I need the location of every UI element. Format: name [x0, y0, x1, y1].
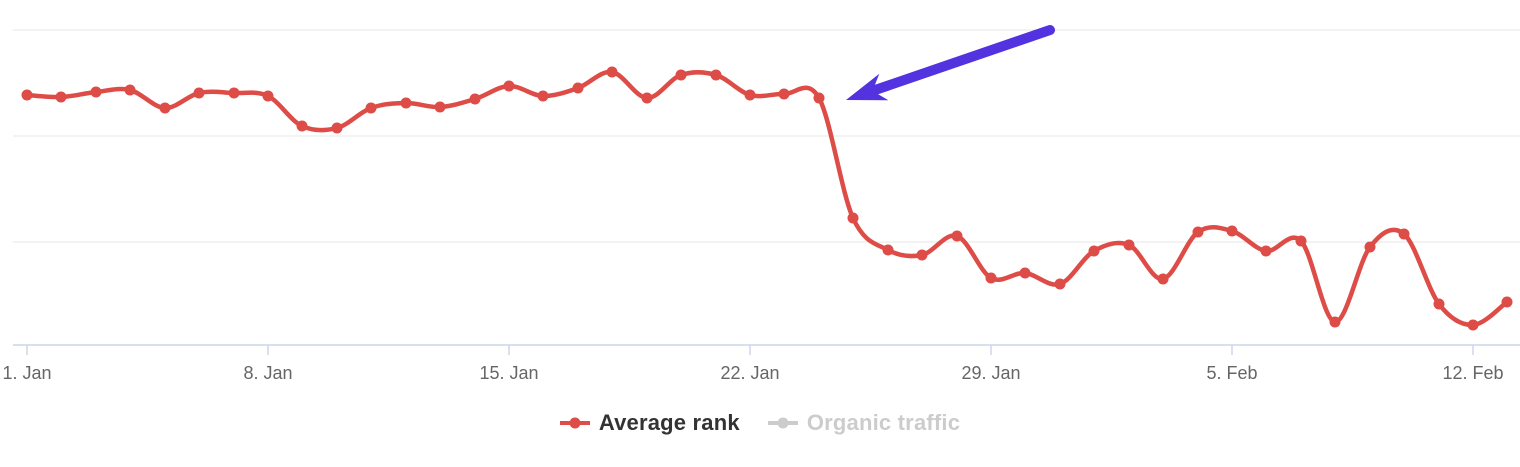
annotation-arrow-head — [846, 73, 889, 101]
data-point[interactable] — [1054, 278, 1066, 290]
x-axis-label: 15. Jan — [479, 363, 538, 383]
data-point[interactable] — [228, 87, 240, 99]
annotation-arrow-shaft — [867, 25, 1055, 96]
legend-item-label: Organic traffic — [806, 410, 961, 435]
data-point[interactable] — [951, 230, 963, 242]
data-point[interactable] — [1364, 241, 1376, 253]
chart-canvas: 1. Jan 8. Jan 15. Jan 22. Jan 29. Jan 5. Feb 1… — [2, 25, 1520, 383]
x-axis-label: 22. Jan — [720, 363, 779, 383]
data-point[interactable] — [1467, 319, 1479, 331]
x-axis-label: 29. Jan — [961, 363, 1020, 383]
data-point[interactable] — [675, 69, 687, 81]
data-point[interactable] — [503, 80, 515, 92]
data-point[interactable] — [434, 101, 446, 113]
data-point[interactable] — [606, 66, 618, 78]
data-point[interactable] — [21, 89, 33, 101]
data-point[interactable] — [641, 92, 653, 104]
legend-item-average-rank[interactable]: Average rank — [559, 410, 740, 436]
data-point[interactable] — [882, 244, 894, 256]
x-axis-label: 12. Feb — [1442, 363, 1503, 383]
data-point[interactable] — [916, 249, 928, 261]
x-axis-label: 8. Jan — [243, 363, 292, 383]
data-point[interactable] — [296, 120, 308, 132]
data-point[interactable] — [1433, 298, 1445, 310]
data-point[interactable] — [1019, 267, 1031, 279]
data-point[interactable] — [90, 86, 102, 98]
data-point[interactable] — [469, 93, 481, 105]
data-point[interactable] — [572, 82, 584, 94]
data-point[interactable] — [331, 122, 343, 134]
data-point[interactable] — [400, 97, 412, 109]
data-point[interactable] — [710, 69, 722, 81]
data-point[interactable] — [1329, 316, 1341, 328]
chart-legend: Average rank Organic traffic — [0, 410, 1520, 436]
data-point[interactable] — [1192, 226, 1204, 238]
data-point[interactable] — [985, 272, 997, 284]
data-point[interactable] — [1157, 273, 1169, 285]
series-marker-icon — [767, 417, 798, 429]
legend-item-label: Average rank — [598, 410, 740, 435]
data-point[interactable] — [262, 90, 274, 102]
data-point[interactable] — [1088, 245, 1100, 257]
data-point[interactable] — [124, 84, 136, 96]
data-point[interactable] — [1398, 228, 1410, 240]
data-point[interactable] — [193, 87, 205, 99]
data-point[interactable] — [744, 89, 756, 101]
data-point[interactable] — [1226, 225, 1238, 237]
data-point[interactable] — [159, 102, 171, 114]
data-point[interactable] — [55, 91, 67, 103]
series-line-average-rank[interactable] — [24, 69, 1510, 328]
data-point[interactable] — [813, 92, 825, 104]
data-point[interactable] — [537, 90, 549, 102]
data-point[interactable] — [1295, 235, 1307, 247]
x-axis-label: 5. Feb — [1206, 363, 1257, 383]
data-point[interactable] — [1123, 239, 1135, 251]
series-marker-icon — [559, 417, 590, 429]
data-point[interactable] — [365, 102, 377, 114]
data-point[interactable] — [1260, 245, 1272, 257]
x-axis-label: 1. Jan — [2, 363, 51, 383]
data-point[interactable] — [1501, 296, 1513, 308]
data-point[interactable] — [778, 88, 790, 100]
data-point[interactable] — [847, 212, 859, 224]
legend-item-organic-traffic[interactable]: Organic traffic — [767, 410, 961, 436]
